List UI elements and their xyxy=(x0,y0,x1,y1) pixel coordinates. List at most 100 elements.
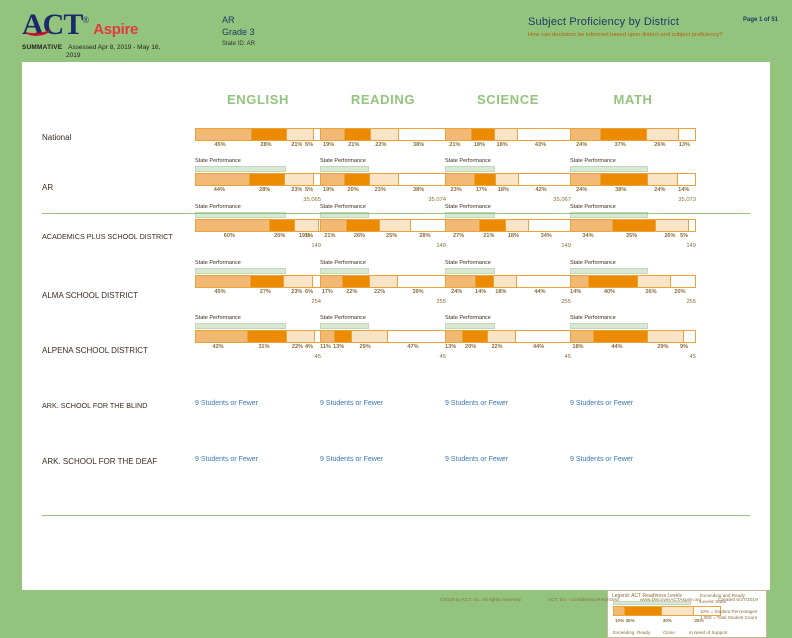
readiness-stacked-bar[interactable] xyxy=(570,219,696,232)
readiness-stacked-bar[interactable] xyxy=(195,128,321,141)
legend-percent: 10% xyxy=(615,618,625,623)
segment-percent: 24% xyxy=(654,187,666,193)
segment-percent: 14% xyxy=(678,187,690,193)
page-title: Subject Proficiency by District xyxy=(528,16,680,28)
bar-segment-in-need-of-support xyxy=(446,174,474,185)
readiness-stacked-bar[interactable] xyxy=(570,275,696,288)
segment-percent-labels: 24% 37% 26% 13% xyxy=(570,142,696,152)
segment-percent: 22% xyxy=(374,289,386,295)
segment-percent-labels: 27% 21% 18% 34% xyxy=(445,233,571,243)
readiness-stacked-bar[interactable] xyxy=(445,219,571,232)
bar-segment-in-need-of-support xyxy=(321,174,344,185)
state-performance-bar xyxy=(445,166,496,172)
bar-segment-ready xyxy=(647,174,678,185)
chart-cell: State Performance 14% 40% 26% 20% 255 xyxy=(570,260,696,305)
readiness-stacked-bar[interactable] xyxy=(445,128,571,141)
chart-cell: State Performance 18% 44% 29% 9% 45 xyxy=(570,315,696,360)
segment-percent: 31% xyxy=(258,344,270,350)
bar-segment-close xyxy=(592,331,648,342)
state-performance-label: State Performance xyxy=(445,315,491,321)
segment-percent: 5% xyxy=(305,142,314,148)
readiness-stacked-bar[interactable] xyxy=(320,330,446,343)
chart-cell: 9 Students or Fewer xyxy=(320,456,446,463)
row-label: AR xyxy=(42,183,54,192)
readiness-stacked-bar[interactable] xyxy=(570,330,696,343)
segment-percent: 44% xyxy=(213,187,225,193)
readiness-stacked-bar[interactable] xyxy=(195,219,321,232)
readiness-stacked-bar[interactable] xyxy=(320,275,446,288)
segment-percent: 44% xyxy=(533,344,545,350)
readiness-stacked-bar[interactable] xyxy=(445,275,571,288)
segment-percent-labels: 11% 13% 29% 47% xyxy=(320,344,446,354)
segment-percent: 24% xyxy=(576,142,588,148)
bar-segment-in-need-of-support xyxy=(196,220,269,231)
segment-percent: 18% xyxy=(507,233,520,239)
state-performance-bar xyxy=(570,166,649,172)
bar-segment-close xyxy=(268,220,294,231)
report-body: ENGLISH READING SCIENCE MATH National 45% 28%… xyxy=(22,62,770,638)
bar-segment-close xyxy=(478,220,506,231)
aspire-wordmark: Aspire xyxy=(93,21,139,38)
state-performance-bar xyxy=(320,166,370,172)
assessed-range-line2: 2019 xyxy=(66,52,81,59)
bar-segment-ready xyxy=(487,331,516,342)
bar-segment-close xyxy=(473,174,496,185)
segment-percent: 9% xyxy=(680,344,689,350)
readiness-stacked-bar[interactable] xyxy=(320,173,446,186)
column-header-reading: READING xyxy=(350,92,416,107)
segment-percent: 1% xyxy=(305,233,314,239)
legend-segment-exceeding xyxy=(614,607,625,615)
bar-segment-exceeding xyxy=(669,276,695,287)
state-performance-label: State Performance xyxy=(445,260,491,266)
bar-segment-close xyxy=(346,220,379,231)
chart-cell: 9 Students or Fewer xyxy=(570,456,696,463)
segment-percent-labels: 18% 44% 29% 9% xyxy=(570,344,696,354)
total-student-count: 35,073 xyxy=(678,197,696,203)
segment-percent: 38% xyxy=(413,187,425,193)
readiness-stacked-bar[interactable] xyxy=(320,128,446,141)
segment-percent: 25% xyxy=(385,233,398,239)
readiness-stacked-bar[interactable] xyxy=(570,173,696,186)
readiness-stacked-bar[interactable] xyxy=(195,330,321,343)
chart-cell: State Performance 21% 26% 25% 28% 149 xyxy=(320,204,446,249)
bar-segment-in-need-of-support xyxy=(446,331,462,342)
footer-created-date: Created 6/27/2019 xyxy=(718,598,758,603)
readiness-stacked-bar[interactable] xyxy=(195,275,321,288)
bar-segment-in-need-of-support xyxy=(321,129,344,140)
page-footer: ©2019 by ACT, Inc. All rights reserved. … xyxy=(0,596,792,612)
legend-segment-close xyxy=(661,607,694,615)
state-performance-bar xyxy=(195,268,286,274)
readiness-stacked-bar[interactable] xyxy=(570,128,696,141)
segment-percent-labels: 60% 20% 19% 1% xyxy=(195,233,321,243)
segment-percent: 18% xyxy=(473,142,485,148)
bar-segment-ready xyxy=(647,331,684,342)
readiness-stacked-bar[interactable] xyxy=(320,219,446,232)
assessed-range-line1: Assessed Apr 8, 2019 - May 16, xyxy=(68,44,161,51)
bar-segment-close xyxy=(343,174,370,185)
bar-segment-exceeding xyxy=(677,174,695,185)
readiness-stacked-bar[interactable] xyxy=(445,330,571,343)
segment-percent: 22% xyxy=(346,289,358,295)
segment-percent: 18% xyxy=(495,289,507,295)
scope-grade: Grade 3 xyxy=(222,27,255,37)
footer-url[interactable]: www.DiscoverACTAspire.org xyxy=(640,598,702,603)
bar-segment-close xyxy=(471,129,495,140)
total-student-count: 149 xyxy=(311,243,321,249)
total-student-count: 35,065 xyxy=(303,197,321,203)
total-student-count: 255 xyxy=(561,299,571,305)
segment-percent: 21% xyxy=(291,142,303,148)
segment-percent: 29% xyxy=(657,344,669,350)
bar-segment-close xyxy=(587,276,638,287)
readiness-stacked-bar[interactable] xyxy=(195,173,321,186)
chart-cell: State Performance 24% 14% 18% 44% 255 xyxy=(445,260,571,305)
section-divider xyxy=(42,213,750,214)
bar-segment-ready xyxy=(351,331,388,342)
readiness-stacked-bar[interactable] xyxy=(445,173,571,186)
segment-percent: 24% xyxy=(451,289,463,295)
segment-percent: 45% xyxy=(214,289,226,295)
row-label: ARK. SCHOOL FOR THE DEAF xyxy=(42,457,158,466)
column-header-english: ENGLISH xyxy=(227,92,289,107)
state-performance-bar xyxy=(195,166,286,172)
segment-percent: 42% xyxy=(535,187,547,193)
segment-percent: 60% xyxy=(223,233,235,239)
